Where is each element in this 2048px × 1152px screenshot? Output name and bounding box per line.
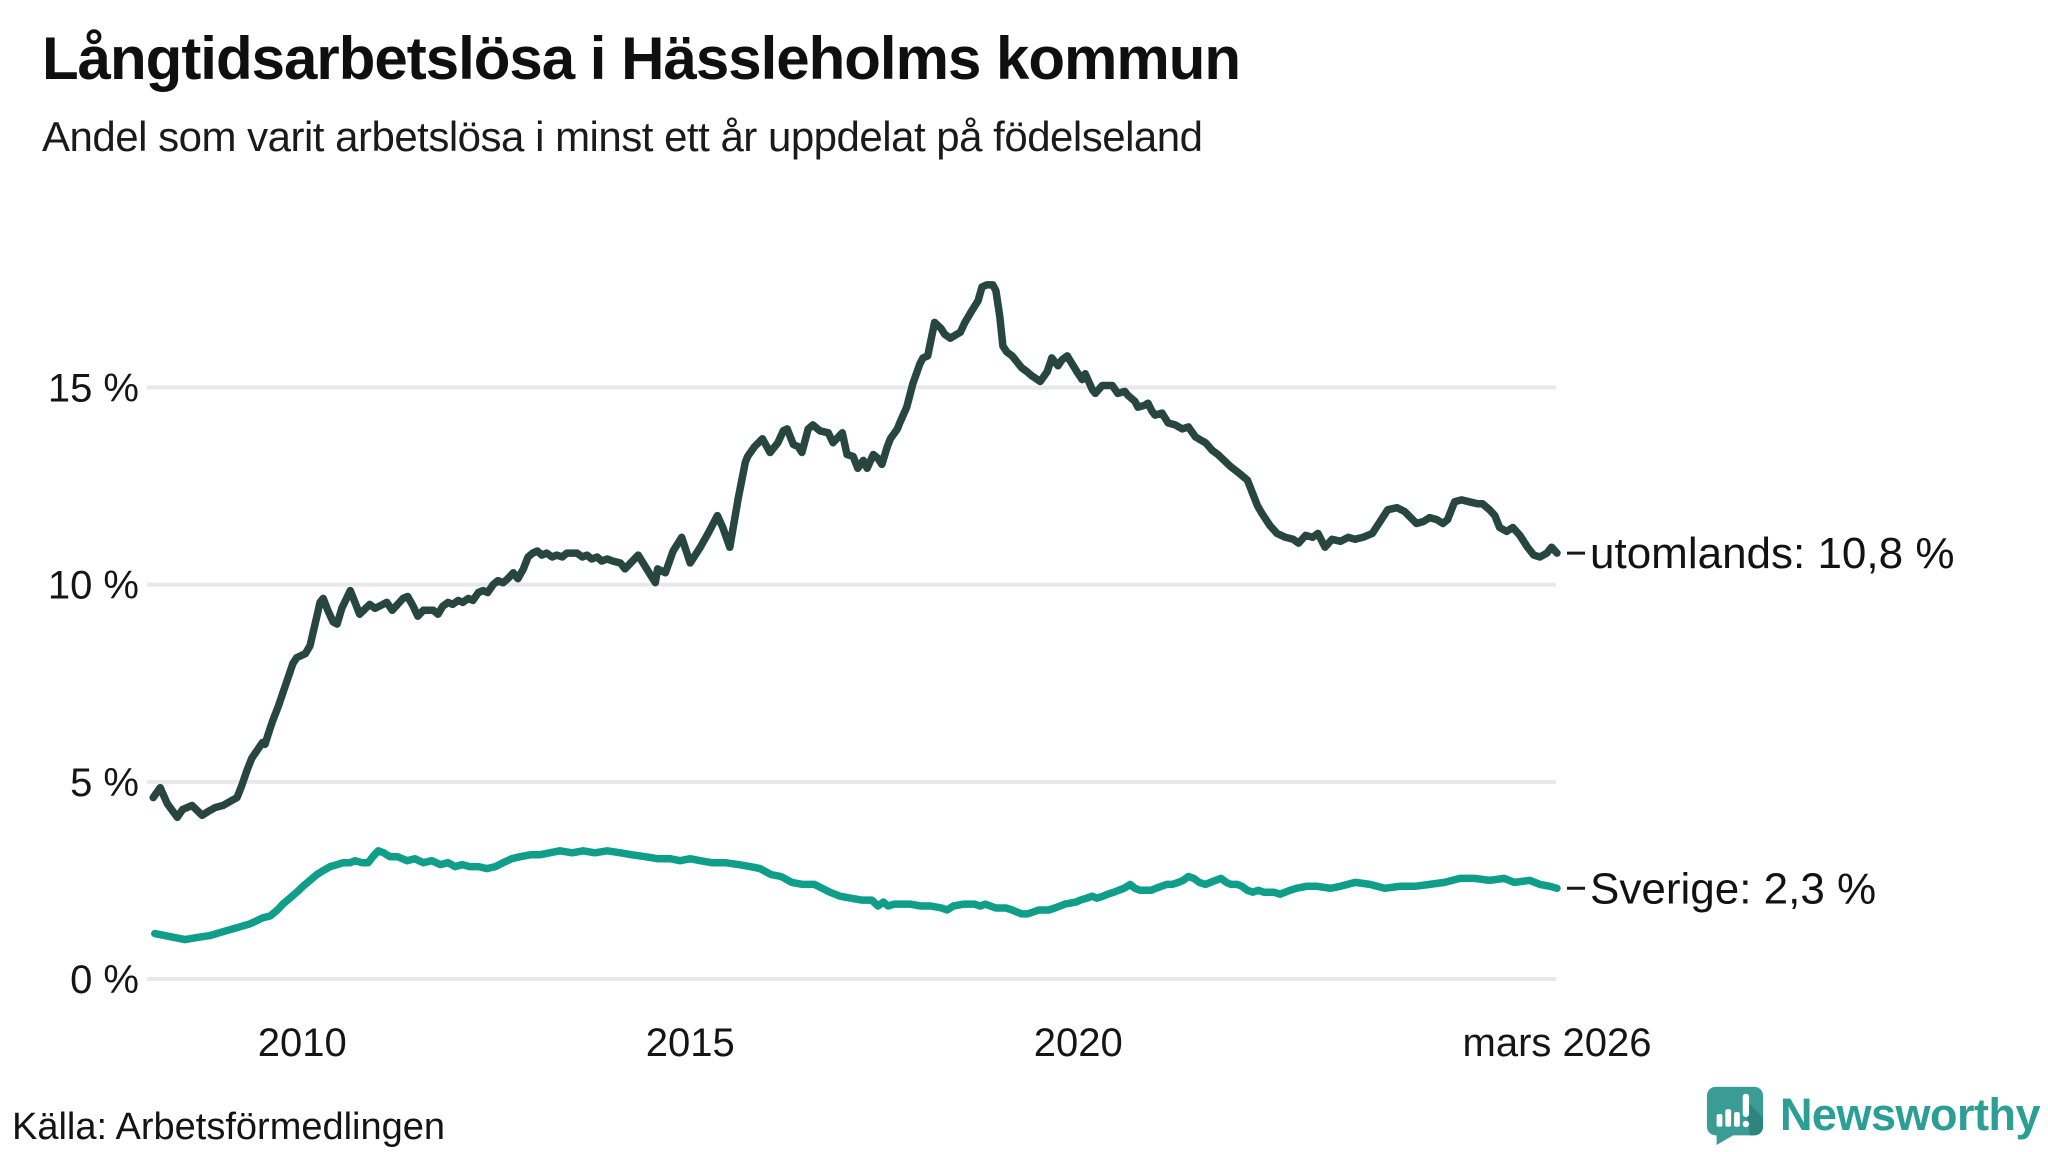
newsworthy-speech-bubble-icon bbox=[1706, 1086, 1764, 1146]
bar-icon-1 bbox=[1716, 1114, 1723, 1127]
series-end-labels: utomlands: 10,8 % Sverige: 2,3 % bbox=[1567, 529, 1954, 913]
source-note: Källa: Arbetsförmedlingen bbox=[12, 1106, 446, 1148]
y-tick-label: 0 % bbox=[70, 958, 139, 1002]
bubble-shadow bbox=[1743, 1097, 1764, 1139]
x-axis-labels: 2010 2015 2020 mars 2026 bbox=[258, 1021, 1652, 1065]
y-axis-labels: 0 % 5 % 10 % 15 % bbox=[48, 366, 139, 1002]
exclamation-icon-shaft bbox=[1742, 1093, 1749, 1117]
y-tick-label: 15 % bbox=[48, 366, 139, 410]
newsworthy-wordmark: Newsworthy bbox=[1779, 1089, 2041, 1140]
gridlines bbox=[147, 385, 1556, 981]
bar-icon-2 bbox=[1725, 1109, 1732, 1127]
series-sverige-line bbox=[151, 847, 1561, 944]
series-sverige-end-label: Sverige: 2,3 % bbox=[1590, 864, 1876, 913]
series-lines bbox=[149, 281, 1561, 944]
page-subtitle: Andel som varit arbetslösa i minst ett å… bbox=[42, 113, 1203, 160]
x-tick-label: 2020 bbox=[1034, 1021, 1123, 1065]
series-utomlands-end-label: utomlands: 10,8 % bbox=[1590, 529, 1954, 578]
bar-icon-3 bbox=[1733, 1112, 1740, 1127]
x-tick-label: mars 2026 bbox=[1463, 1021, 1652, 1065]
exclamation-icon-dot bbox=[1742, 1120, 1749, 1128]
series-utomlands-line bbox=[149, 281, 1561, 822]
newsworthy-logo: Newsworthy bbox=[1704, 1084, 2041, 1146]
y-tick-label: 5 % bbox=[70, 761, 139, 805]
x-tick-label: 2015 bbox=[646, 1021, 735, 1065]
y-tick-label: 10 % bbox=[48, 564, 139, 608]
page-title: Långtidsarbetslösa i Hässleholms kommun bbox=[42, 25, 1241, 92]
x-tick-label: 2010 bbox=[258, 1021, 347, 1065]
